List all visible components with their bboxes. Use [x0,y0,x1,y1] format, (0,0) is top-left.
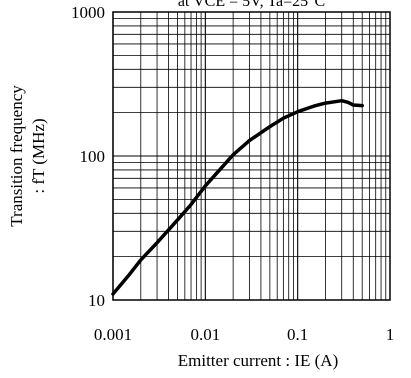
x-tick-label: 1 [386,325,395,344]
chart-title: at VCE = 5V, Ta=25°C [178,0,325,10]
y-tick-label: 100 [80,147,106,166]
grid [112,12,390,301]
y-axis-label-line1: Transition frequency [7,85,26,227]
y-tick-label: 1000 [71,3,105,22]
x-tick-label: 0.001 [94,325,132,344]
series-line [111,98,364,296]
y-axis-label: Transition frequency : fT (MHz) [7,85,48,227]
x-tick-label: 0.1 [287,325,308,344]
x-tick-labels: 0.001 0.01 0.1 1 [94,325,394,344]
plot-frame [112,11,391,301]
y-tick-labels: 10 100 1000 [71,3,105,310]
y-axis-label-line2: : fT (MHz) [29,118,48,193]
x-axis-label: Emitter current : IE (A) [178,351,339,370]
x-tick-label: 0.01 [190,325,220,344]
y-tick-label: 10 [88,291,105,310]
